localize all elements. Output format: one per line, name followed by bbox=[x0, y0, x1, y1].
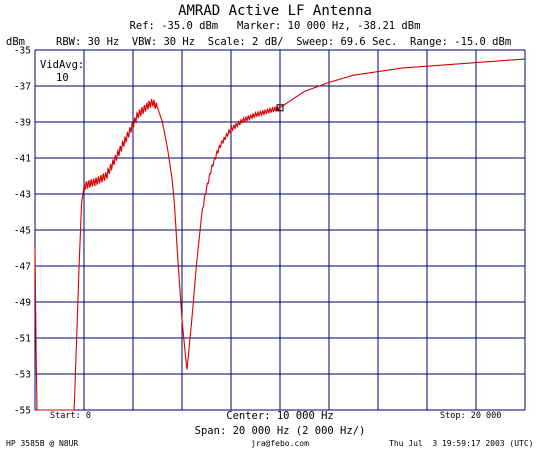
y-tick-label: -37 bbox=[14, 82, 31, 93]
contact-email: jra@febo.com bbox=[251, 439, 309, 448]
ref-marker-readout: Ref: -35.0 dBm Marker: 10 000 Hz, -38.21… bbox=[129, 20, 421, 32]
vidavg-label: VidAvg: bbox=[40, 59, 85, 71]
y-tick-label: -45 bbox=[14, 226, 31, 237]
y-tick-label: -41 bbox=[14, 154, 31, 165]
chart-title: AMRAD Active LF Antenna bbox=[178, 3, 372, 19]
y-tick-label: -51 bbox=[14, 334, 31, 345]
marker-square bbox=[276, 104, 284, 112]
y-tick-label: -53 bbox=[14, 370, 31, 381]
settings-readout: RBW: 30 Hz VBW: 30 Hz Scale: 2 dB/ Sweep… bbox=[56, 36, 512, 48]
instrument-label: HP 3585B @ N8UR bbox=[6, 439, 79, 448]
y-tick-label: -35 bbox=[14, 46, 31, 57]
y-tick-label: -39 bbox=[14, 118, 31, 129]
stop-frequency-label: Stop: 20 000 bbox=[440, 411, 502, 421]
y-axis-unit: dBm bbox=[6, 36, 25, 48]
y-tick-label: -49 bbox=[14, 298, 31, 309]
center-frequency-label: Center: 10 000 Hz bbox=[226, 410, 334, 422]
vidavg-value: 10 bbox=[56, 72, 69, 84]
y-tick-labels: -35 -37 -39 -41 -43 -45 -47 -49 -51 -53 -55 bbox=[14, 46, 31, 417]
timestamp: Thu Jul 3 19:59:17 2003 (UTC) bbox=[389, 439, 534, 448]
y-tick-label: -55 bbox=[14, 406, 31, 417]
start-frequency-label: Start: 0 bbox=[50, 411, 91, 421]
y-tick-label: -43 bbox=[14, 190, 31, 201]
spectrum-trace bbox=[34, 58, 525, 411]
plot-grid bbox=[34, 49, 526, 411]
span-label: Span: 20 000 Hz (2 000 Hz/) bbox=[194, 425, 366, 437]
y-tick-label: -47 bbox=[14, 262, 31, 273]
